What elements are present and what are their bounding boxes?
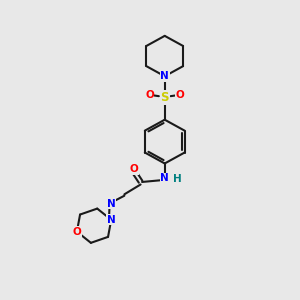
Text: O: O [176, 90, 184, 100]
Text: O: O [145, 90, 154, 100]
Text: N: N [160, 173, 169, 183]
Text: N: N [160, 71, 169, 81]
Text: H: H [173, 174, 182, 184]
Text: N: N [107, 215, 116, 225]
Text: S: S [160, 91, 169, 104]
Text: O: O [73, 227, 81, 237]
Text: N: N [107, 199, 116, 208]
Text: O: O [130, 164, 139, 174]
